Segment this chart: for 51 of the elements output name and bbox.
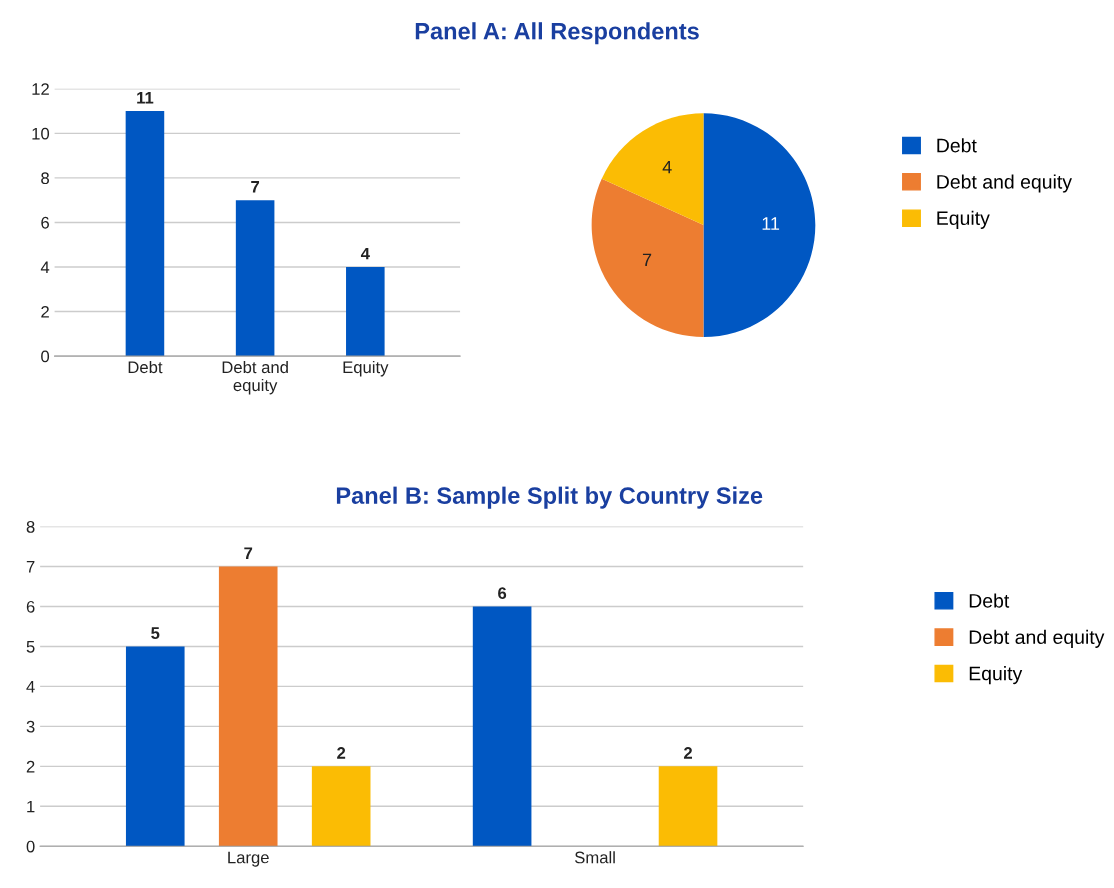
data-label: 11 xyxy=(137,91,154,104)
x-tick-label: Large xyxy=(228,851,269,867)
data-label: 6 xyxy=(498,587,507,600)
bar xyxy=(472,606,532,847)
y-tick-label: 7 xyxy=(26,561,35,573)
data-label: 2 xyxy=(337,747,346,759)
y-tick-label: 10 xyxy=(32,127,50,140)
y-tick-label: 0 xyxy=(26,840,35,853)
data-label: 7 xyxy=(244,547,253,559)
data-label: 7 xyxy=(642,253,652,267)
legend-label: Debt and equity xyxy=(969,629,1105,648)
legend-label: Debt xyxy=(937,138,977,153)
bar xyxy=(125,111,165,357)
data-label: 5 xyxy=(151,627,160,639)
text: Panel A: All Respondents xyxy=(415,22,699,45)
legend-label: Debt and equity xyxy=(937,174,1072,193)
y-tick-label: 4 xyxy=(26,681,35,693)
bar xyxy=(235,200,275,357)
y-tick-label: 12 xyxy=(32,83,49,95)
y-tick-label: 4 xyxy=(40,261,50,274)
y-tick-label: 6 xyxy=(26,600,35,613)
y-tick-label: 5 xyxy=(26,641,35,653)
data-label: 4 xyxy=(662,160,672,174)
chart-title: Panel B: Sample Split by Country Size xyxy=(336,486,763,509)
bar xyxy=(125,646,185,847)
bar xyxy=(346,266,385,357)
y-tick-label: 8 xyxy=(26,520,35,533)
legend-label: Debt xyxy=(969,593,1010,608)
pie-slice xyxy=(601,113,704,226)
y-tick-label: 1 xyxy=(27,800,35,813)
pie-slice xyxy=(703,113,816,337)
y-tick-label: 8 xyxy=(41,172,49,185)
x-tick-label: Small xyxy=(575,851,615,864)
data-label: 2 xyxy=(683,747,692,759)
y-tick-label: 0 xyxy=(41,350,50,363)
y-tick-label: 2 xyxy=(26,760,35,773)
y-tick-label: 3 xyxy=(26,720,35,733)
bar xyxy=(658,766,718,847)
x-tick-label: Debt xyxy=(128,360,163,374)
bar xyxy=(311,766,371,847)
data-label: 11 xyxy=(762,217,780,230)
y-tick-label: 6 xyxy=(41,216,49,229)
bar xyxy=(218,566,278,847)
legend-label: Equity xyxy=(969,666,1023,685)
y-tick-label: 2 xyxy=(41,305,49,318)
data-label: 4 xyxy=(360,247,370,260)
data-label: 7 xyxy=(251,181,260,193)
legend-label: Equity xyxy=(937,210,990,229)
pie-slice xyxy=(591,178,704,337)
x-tick-label: Equity xyxy=(343,360,389,377)
x-tick-label: Debt and equity xyxy=(222,360,288,395)
